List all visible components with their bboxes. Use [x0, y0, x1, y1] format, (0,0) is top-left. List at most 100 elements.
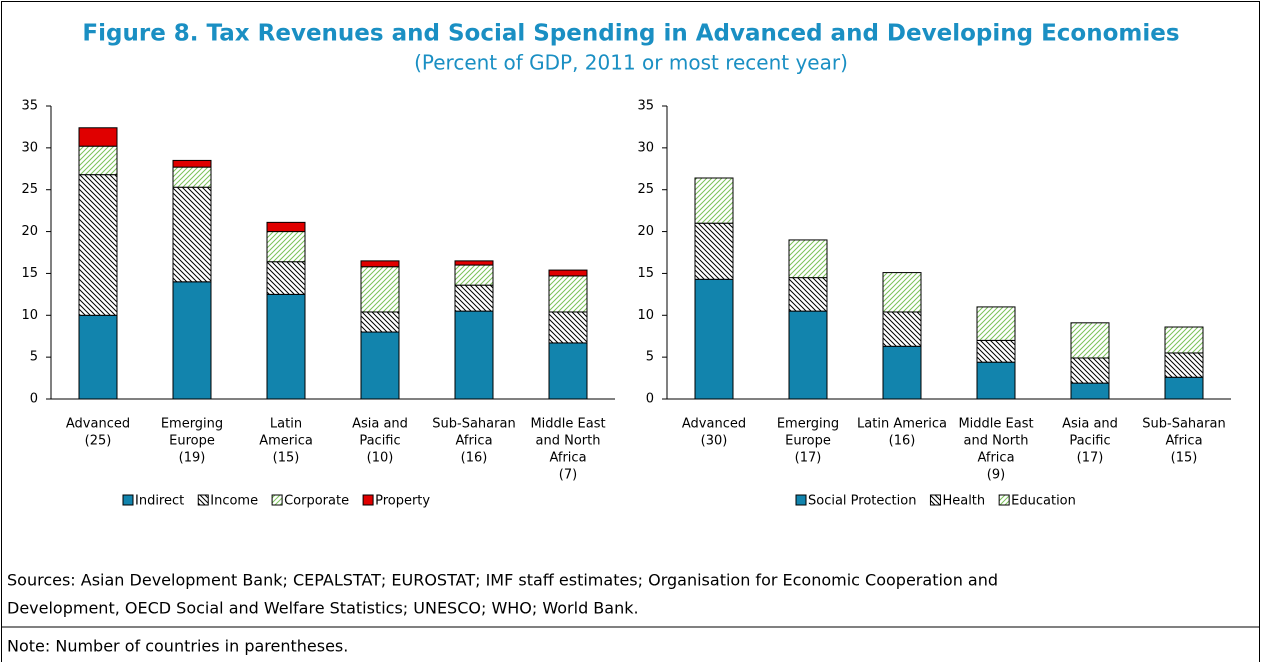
x-tick-label: (7) — [559, 468, 577, 483]
legend-swatch — [197, 494, 209, 506]
bar-segment — [882, 345, 922, 400]
bar-segment — [694, 278, 734, 400]
legend-swatch — [271, 494, 283, 506]
x-tick-label: Pacific — [359, 434, 400, 449]
bar-segment — [548, 275, 588, 313]
bar-segment — [172, 159, 212, 168]
bar-segment — [78, 145, 118, 176]
x-tick-label: (15) — [273, 451, 300, 466]
legend-swatch — [795, 494, 807, 506]
bar-segment — [788, 310, 828, 400]
x-tick-label: Latin America — [857, 417, 947, 432]
y-tick-label: 10 — [21, 308, 38, 323]
x-tick-label: (9) — [987, 468, 1005, 483]
x-tick-label: Europe — [785, 434, 831, 449]
y-tick-label: 0 — [30, 392, 38, 407]
x-tick-label: Africa — [1165, 434, 1202, 449]
legend-label: Indirect — [135, 494, 184, 509]
bar-segment — [548, 342, 588, 400]
bar-segment — [172, 166, 212, 188]
bar-segment — [78, 314, 118, 400]
bar-segment — [1070, 357, 1110, 384]
bar-segment — [78, 127, 118, 147]
legend-swatch — [362, 494, 374, 506]
x-tick-label: (30) — [701, 434, 728, 449]
bar-segment — [548, 311, 588, 344]
legend-item: Social Protection — [795, 494, 916, 509]
note: Note: Number of countries in parentheses… — [7, 637, 348, 656]
x-tick-label: Sub-Saharan — [432, 417, 515, 432]
y-tick-label: 10 — [637, 308, 654, 323]
x-tick-label: (19) — [179, 451, 206, 466]
bar-segment — [360, 260, 400, 268]
bar-segment — [1164, 326, 1204, 354]
bar-segment — [266, 231, 306, 263]
x-tick-label: Africa — [455, 434, 492, 449]
bar-segment — [976, 306, 1016, 341]
y-tick-label: 30 — [637, 140, 654, 155]
legend-item: Education — [998, 494, 1076, 509]
x-tick-label: Europe — [169, 434, 215, 449]
x-tick-label: Pacific — [1069, 434, 1110, 449]
bar-segment — [454, 264, 494, 286]
bar-segment — [454, 284, 494, 312]
x-tick-label: Advanced — [682, 417, 746, 432]
legend-item: Health — [929, 494, 985, 509]
y-tick-label: 20 — [21, 224, 38, 239]
bar-segment — [360, 266, 400, 313]
x-tick-label: Asia and — [1062, 417, 1118, 432]
bar-segment — [266, 221, 306, 233]
x-tick-label: (15) — [1171, 451, 1198, 466]
bar-segment — [1070, 382, 1110, 400]
bar-segment — [788, 239, 828, 279]
bar-segment — [548, 269, 588, 277]
bar-segment — [454, 310, 494, 400]
legend-item: Corporate — [271, 494, 349, 509]
legend-label: Health — [942, 494, 985, 509]
bar-segment — [1164, 352, 1204, 378]
y-tick-label: 5 — [30, 350, 38, 365]
sources: Development, OECD Social and Welfare Sta… — [7, 599, 639, 618]
bar-segment — [360, 331, 400, 400]
legend-label: Income — [210, 494, 258, 509]
chart-title: Figure 8. Tax Revenues and Social Spendi… — [82, 21, 1179, 47]
bar-segment — [1164, 376, 1204, 400]
bar-segment — [694, 222, 734, 280]
bar-segment — [882, 311, 922, 347]
legend-label: Corporate — [284, 494, 349, 509]
y-tick-label: 25 — [637, 182, 654, 197]
legend-label: Social Protection — [808, 494, 916, 509]
x-tick-label: (25) — [85, 434, 112, 449]
bar-segment — [788, 277, 828, 312]
sources: Sources: Asian Development Bank; CEPALST… — [7, 571, 998, 590]
x-tick-label: Emerging — [777, 417, 839, 432]
x-tick-label: (17) — [1077, 451, 1104, 466]
y-tick-label: 0 — [646, 392, 654, 407]
legend-swatch — [122, 494, 134, 506]
legend-item: Income — [197, 494, 258, 509]
x-tick-label: and North — [964, 434, 1029, 449]
x-tick-label: (17) — [795, 451, 822, 466]
x-tick-label: Asia and — [352, 417, 408, 432]
legend-label: Property — [375, 494, 430, 509]
x-tick-label: Sub-Saharan — [1142, 417, 1225, 432]
legend-label: Education — [1011, 494, 1076, 509]
legend-item: Property — [362, 494, 430, 509]
bar-segment — [172, 186, 212, 283]
y-tick-label: 25 — [21, 182, 38, 197]
x-tick-label: Latin — [270, 417, 302, 432]
bar-segment — [694, 177, 734, 224]
bar-segment — [266, 293, 306, 400]
x-tick-label: America — [259, 434, 313, 449]
bar-segment — [976, 339, 1016, 363]
x-tick-label: (16) — [461, 451, 488, 466]
x-tick-label: Africa — [977, 451, 1014, 466]
legend-swatch — [998, 494, 1010, 506]
y-tick-label: 15 — [637, 266, 654, 281]
y-tick-label: 35 — [637, 99, 654, 114]
bar-segment — [454, 260, 494, 266]
x-tick-label: Middle East — [958, 417, 1033, 432]
